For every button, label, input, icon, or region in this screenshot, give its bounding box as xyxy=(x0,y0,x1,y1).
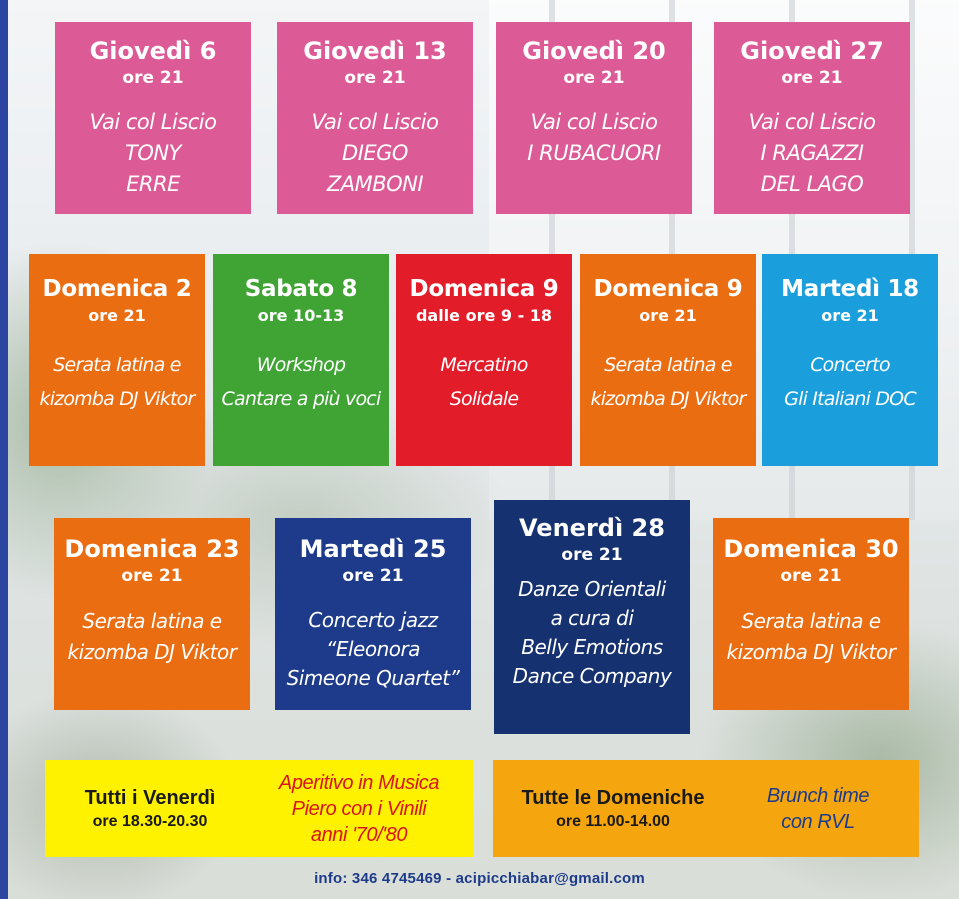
event-time: ore 21 xyxy=(821,306,879,325)
weekly-time: ore 18.30-20.30 xyxy=(92,812,208,830)
event-description: Concerto jazz “Eleonora Simeone Quartet” xyxy=(286,608,460,690)
event-day: Domenica 2 xyxy=(42,276,192,302)
event-time: dalle ore 9 - 18 xyxy=(415,306,553,325)
event-day: Martedì 18 xyxy=(781,276,919,302)
event-card-domenica-9-mercatino: Domenica 9 dalle ore 9 - 18 Mercatino So… xyxy=(396,254,572,466)
event-day: Sabato 8 xyxy=(244,276,358,302)
event-time: ore 21 xyxy=(563,68,625,88)
event-card-venerdi-28: Venerdì 28 ore 21 Danze Orientali a cura… xyxy=(494,500,690,734)
event-day: Domenica 23 xyxy=(64,535,240,563)
weekly-title: Tutte le Domeniche xyxy=(521,786,705,809)
event-day: Domenica 30 xyxy=(723,535,899,563)
event-time: ore 21 xyxy=(344,68,406,88)
event-card-martedi-25: Martedì 25 ore 21 Concerto jazz “Eleonor… xyxy=(275,518,471,710)
weekly-banner-heading: Tutti i Venerdì ore 18.30-20.30 xyxy=(45,785,255,833)
event-day: Giovedì 20 xyxy=(522,37,666,65)
event-description: Serata latina e kizomba DJ Viktor xyxy=(67,609,237,664)
event-time: ore 10-13 xyxy=(257,306,345,325)
event-card-sabato-8: Sabato 8 ore 10-13 Workshop Cantare a pi… xyxy=(213,254,389,466)
event-time: ore 21 xyxy=(781,68,843,88)
event-card-domenica-23: Domenica 23 ore 21 Serata latina e kizom… xyxy=(54,518,250,710)
event-card-giovedi-6: Giovedì 6 ore 21 Vai col Liscio TONY ERR… xyxy=(55,22,251,214)
weekly-banner-heading: Tutte le Domeniche ore 11.00-14.00 xyxy=(493,785,733,833)
event-day: Domenica 9 xyxy=(409,276,559,302)
event-description: Serata latina e kizomba DJ Viktor xyxy=(726,609,896,664)
event-card-domenica-30: Domenica 30 ore 21 Serata latina e kizom… xyxy=(713,518,909,710)
event-time: ore 21 xyxy=(780,566,842,586)
weekly-description: Brunch time con RVL xyxy=(766,784,870,833)
event-description: Vai col Liscio TONY ERRE xyxy=(89,110,217,196)
weekly-time: ore 11.00-14.00 xyxy=(556,812,670,830)
event-description: Serata latina e kizomba DJ Viktor xyxy=(39,354,196,410)
contact-info: info: 346 4745469 - acipicchiabar@gmail.… xyxy=(314,870,645,887)
event-time: ore 21 xyxy=(342,566,404,586)
event-description: Concerto Gli Italiani DOC xyxy=(784,354,916,410)
event-time: ore 21 xyxy=(122,68,184,88)
weekly-title: Tutti i Venerdì xyxy=(84,786,216,809)
weekly-banner-domeniche: Tutte le Domeniche ore 11.00-14.00 Brunc… xyxy=(493,760,919,857)
event-day: Giovedì 13 xyxy=(303,37,447,65)
event-day: Giovedì 6 xyxy=(89,37,217,65)
event-time: ore 21 xyxy=(121,566,183,586)
event-description: Danze Orientali a cura di Belly Emotions… xyxy=(512,577,672,688)
left-edge-stripe xyxy=(0,0,8,899)
event-card-martedi-18: Martedì 18 ore 21 Concerto Gli Italiani … xyxy=(762,254,938,466)
event-description: Workshop Cantare a più voci xyxy=(221,354,382,410)
event-day: Domenica 9 xyxy=(593,276,743,302)
event-card-giovedi-13: Giovedì 13 ore 21 Vai col Liscio DIEGO Z… xyxy=(277,22,473,214)
event-day: Martedì 25 xyxy=(299,535,447,563)
weekly-banner-venerdi: Tutti i Venerdì ore 18.30-20.30 Aperitiv… xyxy=(45,760,473,857)
weekly-description: Aperitivo in Musica Piero con i Vinili a… xyxy=(278,771,440,846)
event-description: Vai col Liscio I RAGAZZI DEL LAGO xyxy=(748,110,876,196)
event-time: ore 21 xyxy=(561,545,623,565)
event-card-domenica-9-serata: Domenica 9 ore 21 Serata latina e kizomb… xyxy=(580,254,756,466)
event-card-domenica-2: Domenica 2 ore 21 Serata latina e kizomb… xyxy=(29,254,205,466)
event-time: ore 21 xyxy=(639,306,697,325)
event-time: ore 21 xyxy=(88,306,146,325)
event-card-giovedi-27: Giovedì 27 ore 21 Vai col Liscio I RAGAZ… xyxy=(714,22,910,214)
event-card-giovedi-20: Giovedì 20 ore 21 Vai col Liscio I RUBAC… xyxy=(496,22,692,214)
event-description: Mercatino Solidale xyxy=(440,354,528,410)
event-day: Giovedì 27 xyxy=(740,37,884,65)
event-description: Vai col Liscio DIEGO ZAMBONI xyxy=(311,110,439,196)
event-description: Vai col Liscio I RUBACUORI xyxy=(527,110,661,165)
event-day: Venerdì 28 xyxy=(519,514,665,542)
event-description: Serata latina e kizomba DJ Viktor xyxy=(590,354,747,410)
